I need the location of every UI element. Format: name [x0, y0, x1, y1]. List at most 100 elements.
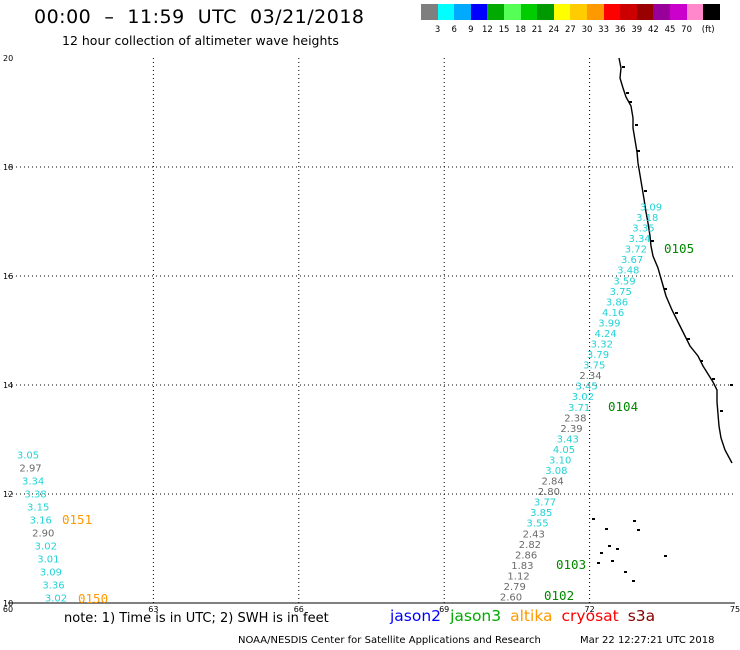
pass-id-label: 0150	[78, 591, 108, 606]
legend-label: 30	[581, 25, 593, 35]
wave-height-label: 3.85	[530, 508, 552, 519]
y-tick-label: 14	[3, 381, 13, 390]
wave-height-label: 3.02	[45, 594, 67, 605]
wave-height-label: 3.48	[617, 266, 639, 277]
island	[632, 580, 635, 582]
legend-label: 12	[481, 25, 493, 35]
wave-height-label: 3.32	[591, 340, 613, 351]
legend-swatch	[504, 4, 521, 20]
island	[597, 562, 600, 564]
y-tick-label: 12	[3, 490, 13, 499]
legend-label: 42	[647, 25, 659, 35]
satellite-legend: jason2 jason3 altika cryosat s3a	[390, 607, 664, 625]
x-tick-label: 63	[148, 605, 158, 614]
wave-height-label: 2.86	[515, 550, 537, 561]
legend-label: 45	[664, 25, 676, 35]
legend-label: 24	[548, 25, 560, 35]
wave-height-label: 3.71	[568, 403, 590, 414]
legend-swatch	[653, 4, 670, 20]
legend-swatch	[470, 4, 488, 20]
island	[592, 518, 595, 520]
satellite-name: s3a	[627, 607, 656, 625]
legend-swatch	[454, 4, 471, 20]
wave-height-label: 3.16	[30, 516, 52, 527]
coast-detail	[644, 190, 647, 192]
timestamp-text: Mar 22 12:27:21 UTC 2018	[580, 635, 715, 646]
legend-label: 36	[614, 25, 626, 35]
coast-detail	[700, 360, 703, 362]
coast-detail	[622, 66, 625, 68]
island	[624, 571, 627, 573]
legend-swatch	[636, 4, 654, 20]
legend-label: 6	[451, 25, 457, 35]
wave-height-label: 3.45	[576, 382, 598, 393]
legend-swatch	[587, 4, 604, 20]
credit-text: NOAA/NESDIS Center for Satellite Applica…	[238, 635, 541, 646]
wave-height-label: 3.08	[545, 466, 567, 477]
coast-detail	[712, 378, 715, 380]
wave-height-label: 3.10	[549, 455, 571, 466]
legend-unit: (ft)	[701, 25, 715, 35]
legend-swatch	[703, 4, 720, 20]
wave-height-label: 2.79	[504, 582, 526, 593]
wave-height-label: 2.34	[579, 371, 601, 382]
coast-detail	[664, 288, 667, 290]
legend-label: 15	[498, 25, 510, 35]
legend-swatch	[553, 4, 571, 20]
legend-swatch	[487, 4, 504, 20]
wave-height-label: 2.80	[538, 487, 560, 498]
legend-label: 9	[468, 25, 474, 35]
legend-label: 18	[515, 25, 526, 35]
island	[605, 528, 608, 530]
coast-detail	[687, 338, 690, 340]
wave-height-label: 3.72	[625, 245, 647, 256]
coastline-path	[618, 57, 733, 464]
wave-height-label: 3.09	[640, 203, 662, 214]
coast-detail	[675, 312, 678, 314]
wave-height-label: 3.34	[22, 477, 44, 488]
wave-height-label: 3.01	[37, 555, 59, 566]
coast-detail	[626, 92, 629, 94]
wave-height-label: 4.16	[602, 308, 624, 319]
legend-label: 39	[631, 25, 643, 35]
wave-height-label: 2.84	[541, 477, 563, 488]
x-tick-label: 75	[730, 605, 740, 614]
wave-height-label: 2.39	[560, 424, 582, 435]
wave-height-label: 3.55	[526, 519, 548, 530]
wave-height-label: 3.77	[534, 498, 556, 509]
wave-height-label: 3.79	[587, 350, 609, 361]
x-tick-label: 69	[439, 605, 449, 614]
wave-height-label: 3.36	[42, 581, 64, 592]
coast-detail	[651, 240, 654, 242]
pass-id-label: 0103	[556, 557, 586, 572]
pass-id-label: 0102	[544, 588, 574, 603]
map-grid	[8, 58, 735, 603]
legend-label: 21	[531, 25, 543, 35]
legend-swatch	[421, 4, 438, 20]
wave-height-label: 3.99	[598, 318, 620, 329]
legend-swatch	[670, 4, 687, 20]
island	[633, 520, 636, 522]
wave-height-label: 1.12	[507, 571, 529, 582]
x-tick-label: 66	[294, 605, 304, 614]
island	[637, 529, 640, 531]
wave-height-label: 3.38	[25, 490, 47, 501]
x-tick-label: 72	[585, 605, 595, 614]
wave-height-label: 2.90	[32, 529, 54, 540]
island	[608, 545, 611, 547]
wave-height-label: 3.02	[572, 392, 594, 403]
pass-id-label: 0105	[664, 241, 694, 256]
legend-swatch	[437, 4, 455, 20]
island	[600, 552, 603, 554]
legend-swatch	[686, 4, 704, 20]
wave-height-label: 3.59	[613, 276, 635, 287]
legend-swatch	[520, 4, 538, 20]
coast-detail	[637, 150, 640, 152]
wave-height-label: 2.38	[564, 413, 586, 424]
wave-height-label: 3.86	[606, 297, 628, 308]
coastline	[592, 57, 733, 582]
satellite-name: jason3	[450, 607, 502, 625]
island	[664, 555, 667, 557]
